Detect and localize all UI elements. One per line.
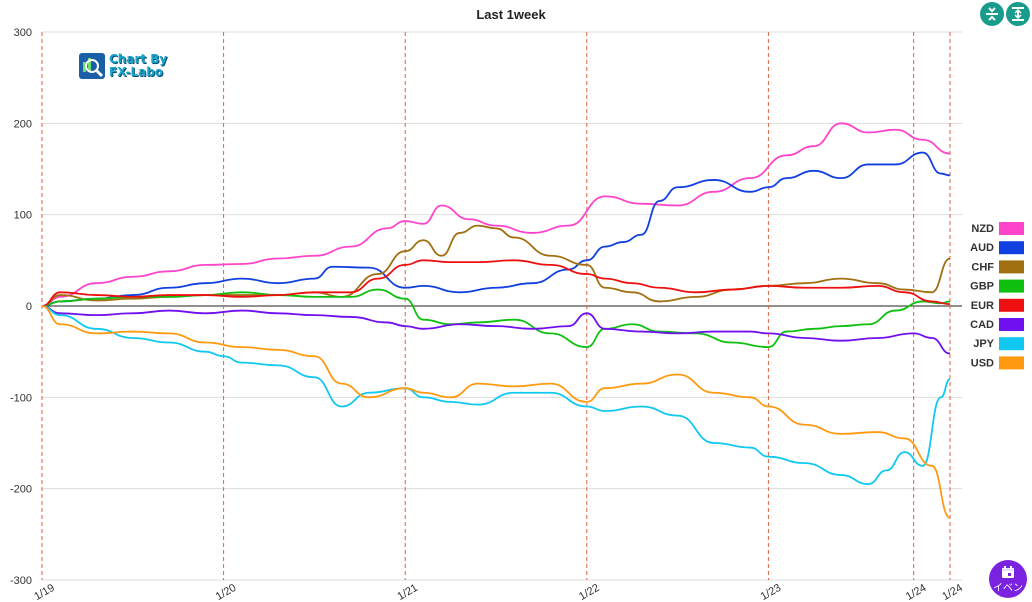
chart-title: Last 1week <box>476 7 546 22</box>
x-tick-label: 1/20 <box>214 582 239 602</box>
calendar-icon <box>1002 565 1014 578</box>
event-button-label: イベン <box>993 582 1023 594</box>
series-lines <box>41 122 951 519</box>
y-tick-label: 300 <box>14 27 32 39</box>
y-tick-label: 0 <box>26 301 32 313</box>
expand-vertical-icon <box>1012 7 1024 21</box>
day-separators <box>41 32 951 580</box>
y-tick-label: 200 <box>14 118 32 130</box>
y-axis-ticks: 300 200 100 0 -100 -200 -300 <box>10 27 32 587</box>
legend-label-usd: USD <box>971 357 994 369</box>
y-tick-label: -100 <box>10 392 32 404</box>
legend-label-gbp: GBP <box>970 281 994 293</box>
x-tick-label: 1/22 <box>577 582 602 602</box>
legend-label-cad: CAD <box>970 319 994 331</box>
grid <box>42 31 962 581</box>
series-line-chf <box>41 224 951 307</box>
legend-swatch-gbp[interactable] <box>999 279 1024 293</box>
series-line-eur <box>41 259 951 307</box>
legend-swatch-usd[interactable] <box>999 356 1024 370</box>
chart-logo: Chart By FX-Labo <box>79 53 179 83</box>
legend[interactable]: NZD AUD CHF GBP EUR CAD JPY USD <box>970 222 1024 370</box>
y-tick-label: 100 <box>14 210 32 222</box>
event-button[interactable]: イベン <box>989 560 1027 598</box>
x-tick-label: 1/24 <box>940 582 965 602</box>
legend-swatch-nzd[interactable] <box>999 222 1024 235</box>
legend-label-chf: CHF <box>971 261 994 273</box>
series-line-cad <box>41 305 951 355</box>
legend-label-aud: AUD <box>970 242 994 254</box>
legend-swatch-eur[interactable] <box>999 298 1024 312</box>
x-tick-label: 1/24 <box>904 582 929 602</box>
legend-swatch-aud[interactable] <box>999 241 1024 255</box>
compress-vertical-icon <box>986 7 998 21</box>
legend-swatch-jpy[interactable] <box>999 337 1024 351</box>
y-tick-label: -200 <box>10 484 32 496</box>
series-line-usd <box>41 305 951 519</box>
x-tick-label: 1/21 <box>395 582 420 602</box>
x-tick-label: 1/23 <box>759 582 784 602</box>
legend-swatch-cad[interactable] <box>999 318 1024 331</box>
logo-line2: FX-Labo <box>109 65 164 79</box>
series-line-aud <box>41 151 951 307</box>
series-line-nzd <box>41 122 951 307</box>
logo-line1: Chart By <box>109 52 168 66</box>
expand-vertical-button[interactable] <box>1006 2 1030 26</box>
series-line-jpy <box>41 305 951 486</box>
legend-label-nzd: NZD <box>971 223 994 235</box>
x-axis-ticks: 1/19 1/20 1/21 1/22 1/23 1/24 1/24 <box>32 582 965 602</box>
x-tick-label: 1/19 <box>32 582 57 602</box>
y-tick-label: -300 <box>10 575 32 587</box>
magnifier-chart-icon <box>79 53 105 79</box>
legend-label-eur: EUR <box>971 300 994 312</box>
legend-swatch-chf[interactable] <box>999 260 1024 274</box>
legend-label-jpy: JPY <box>973 338 994 350</box>
compress-vertical-button[interactable] <box>980 2 1004 26</box>
